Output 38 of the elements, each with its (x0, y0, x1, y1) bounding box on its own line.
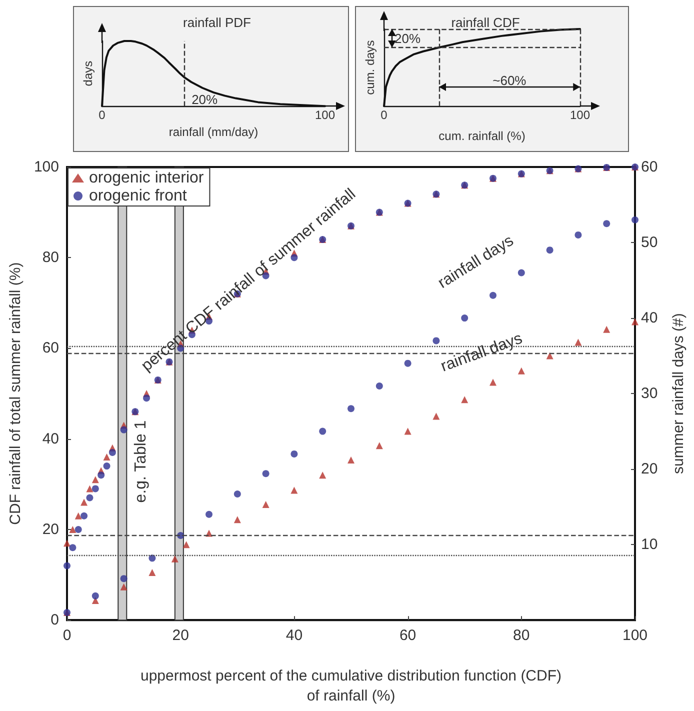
x-tick-label: 80 (513, 627, 530, 644)
y-tick-label: 20 (42, 520, 59, 538)
y-axis-title: cum. days (363, 40, 377, 95)
x-tick-label: 0 (62, 627, 72, 644)
y-tick-label: 80 (42, 249, 59, 266)
x-axis-title: rainfall (mm/day) (168, 125, 258, 139)
legend-label: orogenic interior (89, 170, 204, 186)
legend-label: orogenic front (89, 188, 188, 204)
x-tick-label: 0 (98, 108, 106, 122)
annotation: 20% (394, 30, 421, 46)
x-tick-label: 100 (622, 627, 648, 644)
x-tick-label: 100 (570, 108, 590, 122)
annotation: ~60% (492, 73, 527, 88)
annotation: rainfall days (438, 330, 525, 376)
x-tick-label: 20 (172, 627, 189, 644)
y2-tick-label: 60 (641, 158, 658, 176)
y2-tick-label: 30 (641, 385, 658, 402)
y2-tick-label: 20 (641, 460, 658, 478)
x-tick-label: 40 (286, 627, 303, 644)
chart-title: rainfall CDF (451, 15, 520, 30)
y-tick-label: 100 (34, 158, 59, 176)
y-tick-label: 60 (42, 340, 59, 357)
annotation: e.g. Table 1 (132, 420, 150, 503)
x-axis-title: uppermost percent of the cumulative distribution function (CDF) of rainfall (%) (140, 668, 562, 704)
x-tick-label: 60 (399, 627, 416, 644)
y-axis-title: CDF rainfall of total summer rainfall (%) (7, 262, 24, 525)
y-tick-label: 40 (42, 430, 59, 448)
x-tick-label: 0 (380, 108, 388, 122)
y2-tick-label: 10 (641, 536, 658, 554)
y2-axis-title: summer rainfall days (#) (670, 313, 687, 474)
x-tick-label: 100 (314, 108, 336, 122)
chart-title: rainfall PDF (183, 15, 252, 30)
annotation: 20% (192, 92, 218, 108)
y-tick-label: 0 (50, 612, 59, 629)
x-axis-title: cum. rainfall (%) (438, 129, 526, 143)
y2-tick-label: 40 (641, 310, 658, 327)
y-axis-title: days (81, 60, 95, 86)
y2-tick-label: 50 (641, 234, 658, 252)
